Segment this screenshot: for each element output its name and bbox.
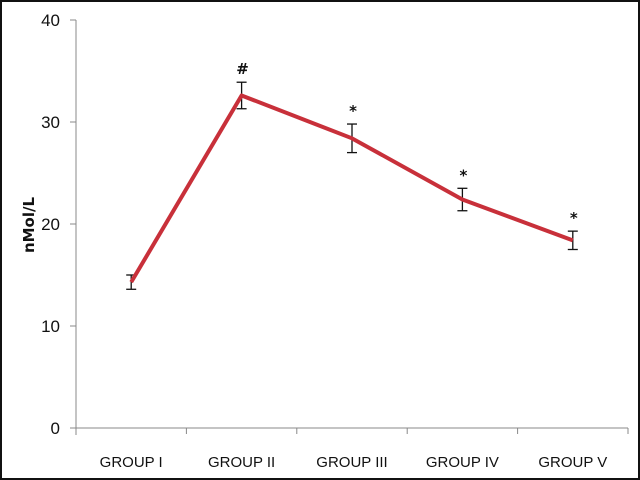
- y-tick-label: 30: [41, 113, 60, 132]
- significance-mark: *: [349, 102, 357, 120]
- x-category-label: GROUP II: [208, 454, 275, 471]
- x-category-label: GROUP V: [538, 454, 607, 471]
- y-ticks: 0 10 20 30 40: [41, 11, 76, 438]
- error-bars: [126, 81, 578, 290]
- significance-mark: *: [459, 166, 467, 184]
- y-tick-label: 0: [51, 419, 60, 438]
- significance-mark: #: [236, 60, 249, 78]
- data-line: [129, 93, 574, 284]
- y-tick-label: 20: [41, 215, 60, 234]
- y-tick-label: 10: [41, 317, 60, 336]
- y-tick-label: 40: [41, 11, 60, 30]
- x-category-label: GROUP III: [316, 454, 387, 471]
- x-category-label: GROUP I: [100, 454, 163, 471]
- significance-mark: *: [570, 209, 578, 227]
- x-ticks: GROUP I GROUP II GROUP III GROUP IV GROUP V: [75, 428, 629, 471]
- y-axis-label: nMol/L: [20, 197, 38, 254]
- x-category-label: GROUP IV: [426, 454, 499, 471]
- significance-marks: # * * *: [236, 60, 578, 227]
